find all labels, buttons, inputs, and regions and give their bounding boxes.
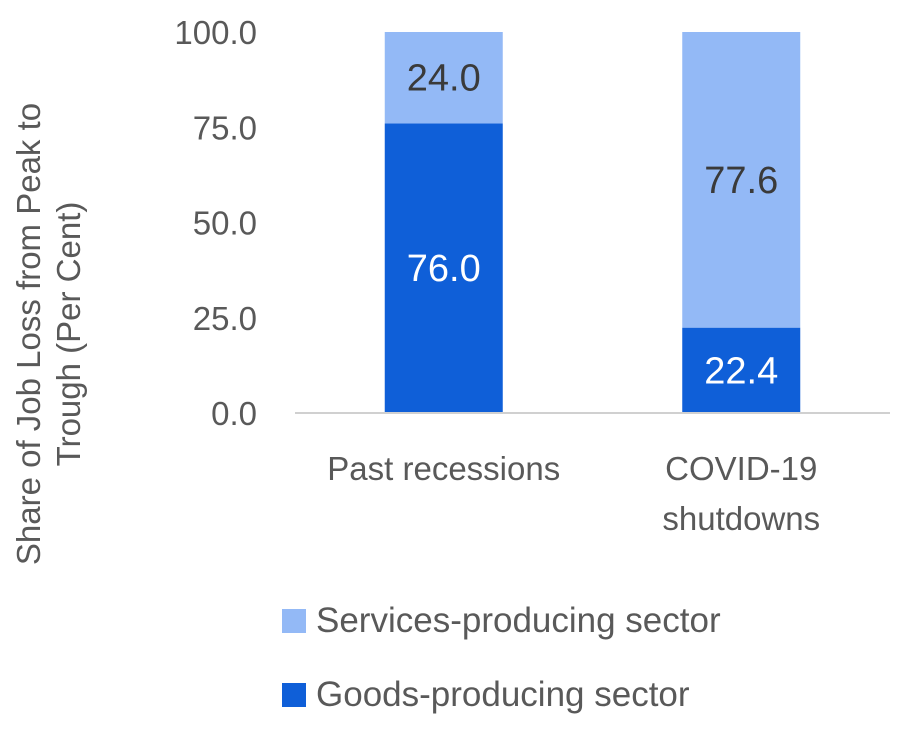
- data-label: 76.0: [407, 248, 481, 290]
- legend-swatch-goods: [282, 683, 306, 707]
- x-category-label: COVID-19 shutdowns: [662, 450, 820, 537]
- legend-label-services: Services-producing sector: [316, 601, 721, 640]
- legend: Services-producing sector Goods-producin…: [282, 596, 721, 744]
- data-label: 24.0: [407, 58, 481, 100]
- data-labels: 76.0 24.0 22.4 77.6: [407, 58, 778, 393]
- data-label: 77.6: [704, 160, 778, 202]
- y-tick-label: 50.0: [193, 205, 257, 242]
- bar-segment: [384, 123, 503, 413]
- bar-segment: [682, 32, 801, 328]
- bar-segment: [384, 32, 503, 124]
- x-category-label: Past recessions: [327, 450, 560, 487]
- y-axis-label: Share of Job Loss from Peak toTrough (Pe…: [10, 103, 87, 565]
- legend-item-goods: Goods-producing sector: [282, 670, 721, 720]
- stacked-bar-chart: Share of Job Loss from Peak toTrough (Pe…: [10, 14, 890, 565]
- y-axis-ticks: 0.0 25.0 50.0 75.0 100.0: [174, 14, 257, 432]
- legend-label-goods: Goods-producing sector: [316, 675, 690, 714]
- legend-swatch-services: [282, 609, 306, 633]
- y-tick-label: 75.0: [193, 109, 257, 146]
- y-tick-label: 25.0: [193, 300, 257, 337]
- bars: [384, 32, 801, 413]
- y-tick-label: 0.0: [211, 395, 257, 432]
- x-axis-categories: Past recessions COVID-19 shutdowns: [327, 450, 820, 537]
- y-axis-title: Share of Job Loss from Peak toTrough (Pe…: [10, 103, 87, 565]
- bar-segment: [682, 327, 801, 413]
- legend-item-services: Services-producing sector: [282, 596, 721, 646]
- data-label: 22.4: [704, 350, 778, 392]
- y-tick-label: 100.0: [174, 14, 257, 51]
